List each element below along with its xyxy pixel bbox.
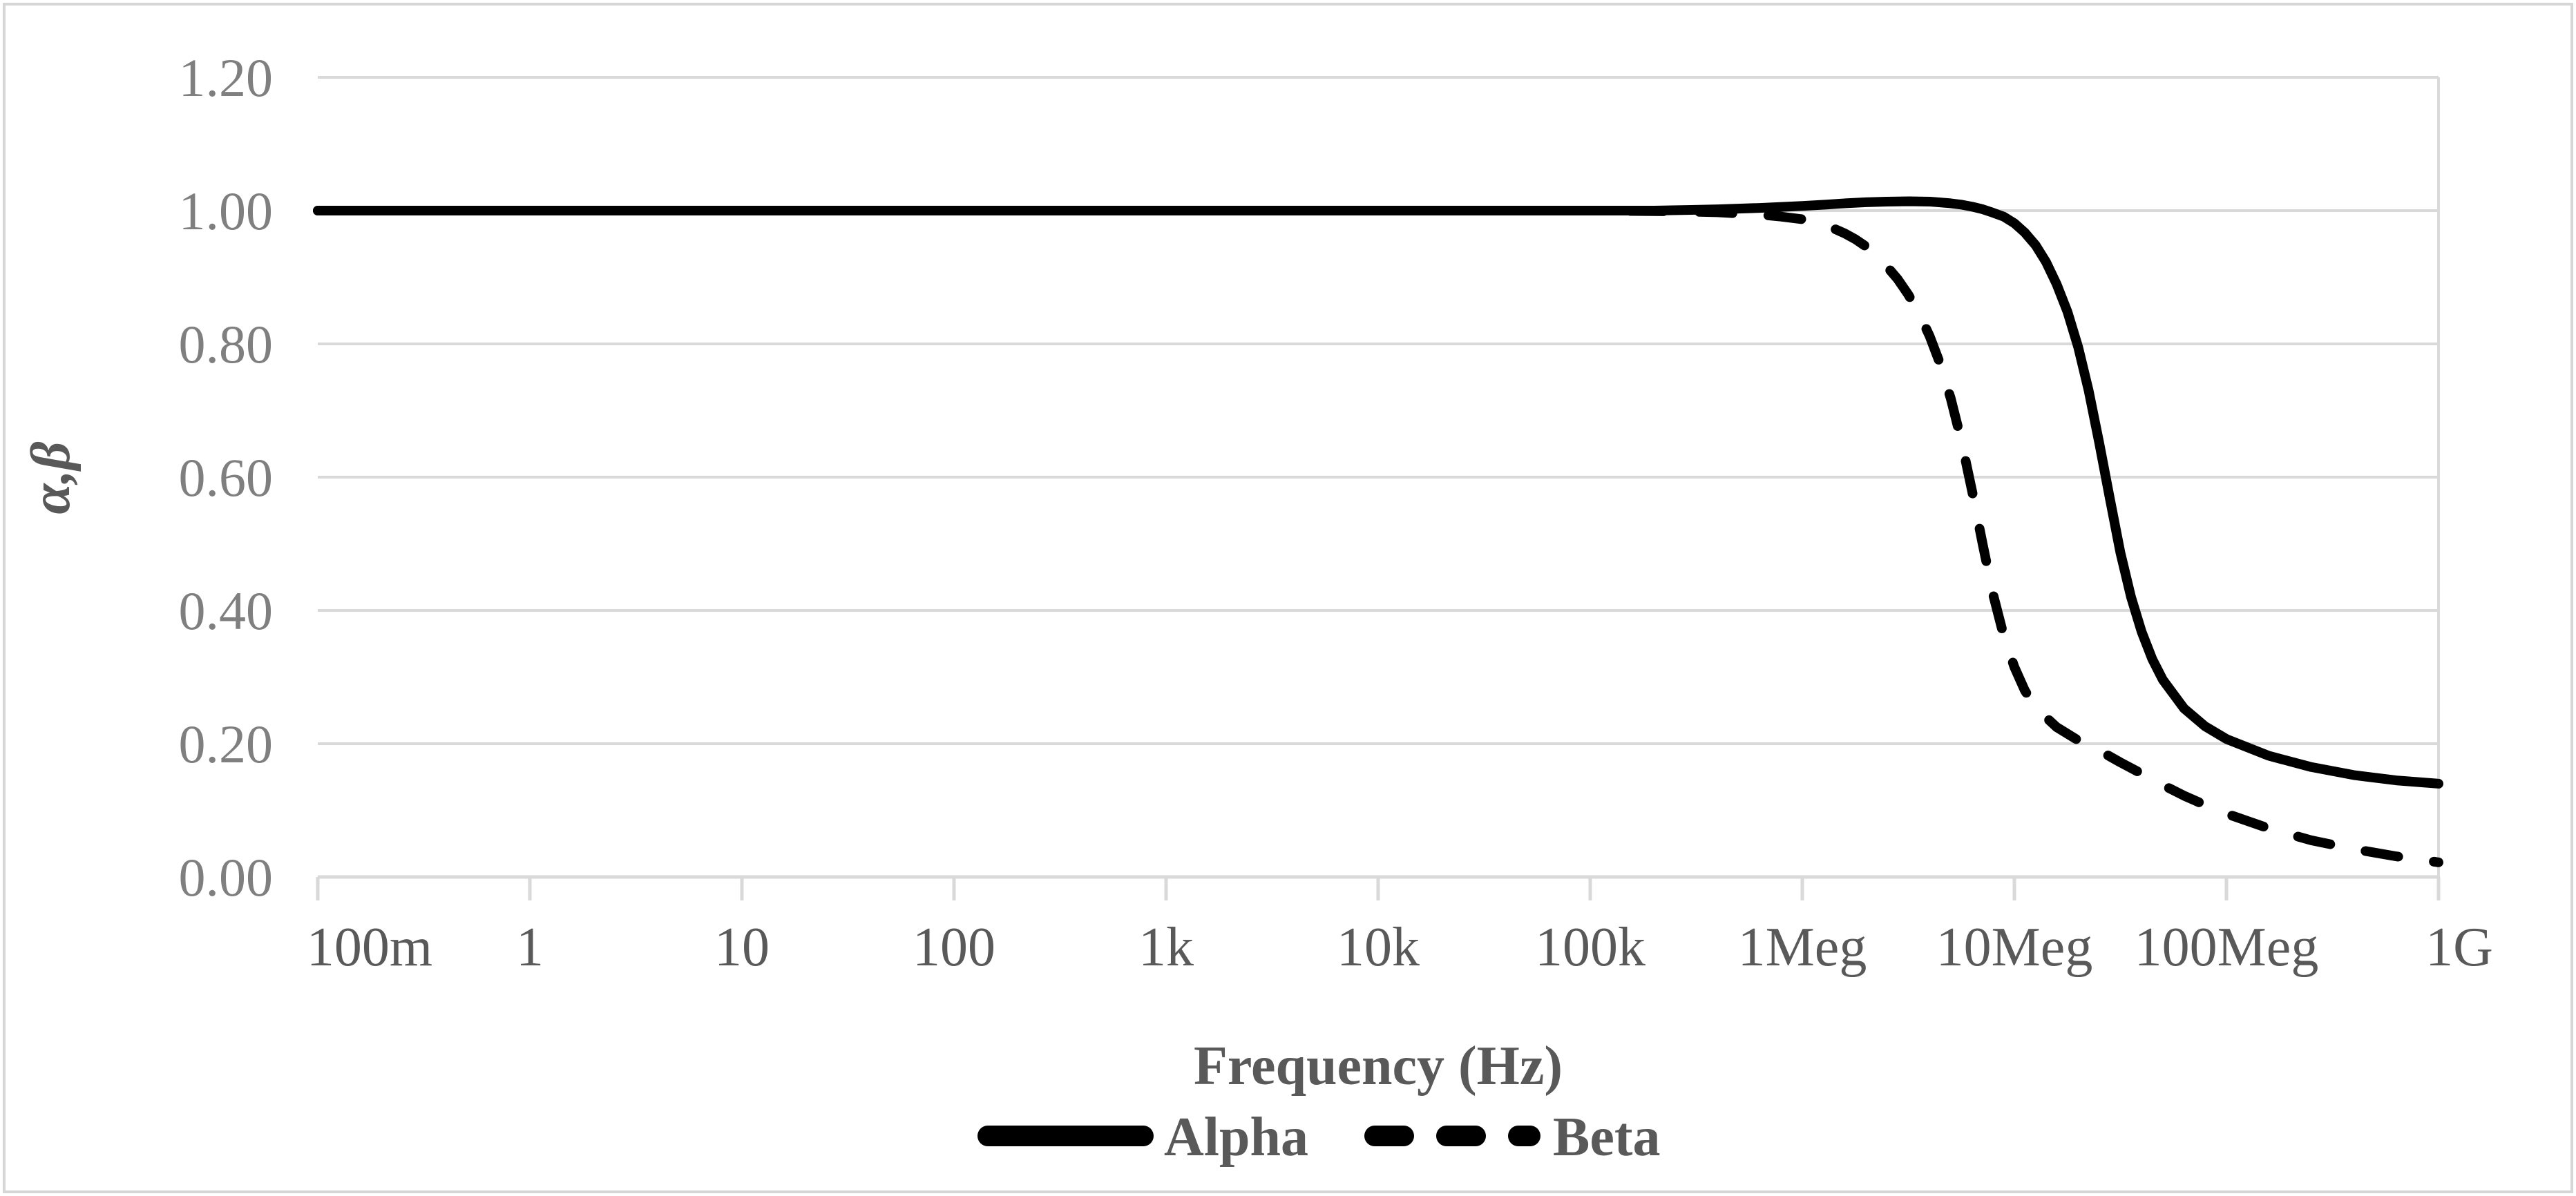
x-tick-label: 100 <box>913 917 995 978</box>
legend-beta-label: Beta <box>1553 1107 1661 1168</box>
x-tick-label: 10Meg <box>1936 917 2093 978</box>
x-axis-title: Frequency (Hz) <box>1194 1036 1563 1097</box>
x-tick-label: 1G <box>2425 917 2493 978</box>
y-axis-tick-labels: 1.20 1.00 0.80 0.60 0.40 0.20 0.00 <box>179 48 274 907</box>
x-tick-label: 10k <box>1337 917 1420 978</box>
y-tick-label: 1.20 <box>179 48 274 108</box>
axes-group <box>316 77 2441 900</box>
series-line-beta <box>313 206 2443 867</box>
chart-frame-border <box>3 3 2573 1193</box>
x-tick-label: 1k <box>1138 917 1194 978</box>
legend: Alpha Beta <box>977 1107 1661 1168</box>
x-tick-label: 100k <box>1535 917 1645 978</box>
y-tick-label: 1.00 <box>179 181 274 241</box>
series-line-alpha <box>313 196 2443 789</box>
series-group <box>313 196 2443 867</box>
y-tick-label: 0.20 <box>179 714 274 774</box>
legend-alpha-label: Alpha <box>1164 1107 1308 1168</box>
y-tick-label: 0.00 <box>179 847 274 907</box>
x-tick-label: 1Meg <box>1738 917 1867 978</box>
x-tick-label: 1 <box>516 917 544 978</box>
y-tick-label: 0.80 <box>179 314 274 374</box>
y-axis-title: α,β <box>21 441 82 514</box>
y-tick-label: 0.40 <box>179 581 274 641</box>
x-tick-label: 10 <box>714 917 770 978</box>
y-tick-label: 0.60 <box>179 447 274 508</box>
x-tick-label: 100m <box>307 917 432 978</box>
x-axis-tick-labels: 100m 1 10 100 1k 10k 100k 1Meg 10Meg 100Meg 1G <box>307 917 2493 978</box>
x-tick-label: 100Meg <box>2135 917 2319 978</box>
